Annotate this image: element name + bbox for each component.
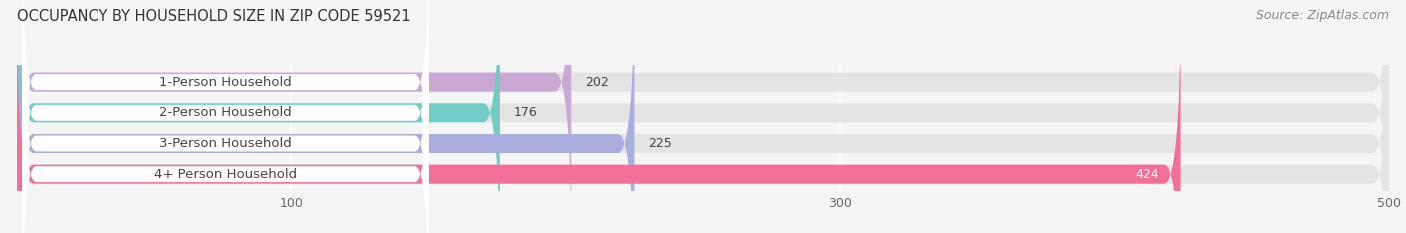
- FancyBboxPatch shape: [22, 0, 429, 233]
- FancyBboxPatch shape: [17, 0, 1389, 233]
- FancyBboxPatch shape: [22, 29, 429, 233]
- FancyBboxPatch shape: [17, 0, 571, 233]
- Text: 1-Person Household: 1-Person Household: [159, 76, 292, 89]
- Text: 202: 202: [585, 76, 609, 89]
- Text: 2-Person Household: 2-Person Household: [159, 106, 292, 119]
- Text: 225: 225: [648, 137, 672, 150]
- Text: 3-Person Household: 3-Person Household: [159, 137, 292, 150]
- Text: 424: 424: [1135, 168, 1159, 181]
- FancyBboxPatch shape: [22, 0, 429, 228]
- FancyBboxPatch shape: [22, 0, 429, 233]
- Text: 176: 176: [513, 106, 537, 119]
- Text: Source: ZipAtlas.com: Source: ZipAtlas.com: [1256, 9, 1389, 22]
- Text: OCCUPANCY BY HOUSEHOLD SIZE IN ZIP CODE 59521: OCCUPANCY BY HOUSEHOLD SIZE IN ZIP CODE …: [17, 9, 411, 24]
- FancyBboxPatch shape: [17, 0, 1389, 233]
- FancyBboxPatch shape: [17, 0, 1181, 233]
- FancyBboxPatch shape: [17, 0, 1389, 233]
- FancyBboxPatch shape: [17, 0, 634, 233]
- FancyBboxPatch shape: [17, 0, 1389, 233]
- FancyBboxPatch shape: [17, 0, 501, 233]
- Text: 4+ Person Household: 4+ Person Household: [153, 168, 297, 181]
